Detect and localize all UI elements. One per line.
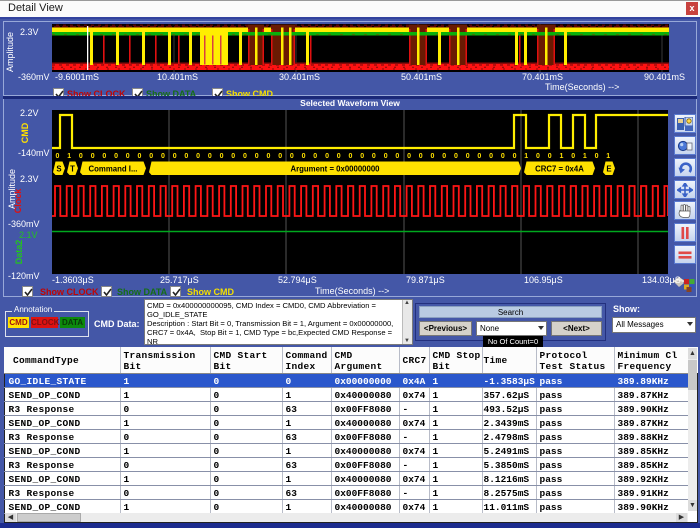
svg-text:0: 0 <box>571 153 575 160</box>
svg-text:0: 0 <box>220 153 224 160</box>
svg-text:0: 0 <box>349 153 353 160</box>
svg-text:0: 0 <box>290 153 294 160</box>
svg-text:0: 0 <box>56 153 60 160</box>
svg-text:0: 0 <box>196 153 200 160</box>
svg-text:CRC7 = 0x4A: CRC7 = 0x4A <box>535 165 584 174</box>
svg-text:0: 0 <box>454 153 458 160</box>
svg-text:0: 0 <box>102 153 106 160</box>
svg-text:0: 0 <box>360 153 364 160</box>
svg-text:1: 1 <box>560 153 564 160</box>
svg-text:Command I...: Command I... <box>89 165 138 174</box>
svg-text:0: 0 <box>466 153 470 160</box>
svg-text:0: 0 <box>126 153 130 160</box>
svg-text:0: 0 <box>325 153 329 160</box>
svg-text:0: 0 <box>407 153 411 160</box>
svg-text:0: 0 <box>536 153 540 160</box>
svg-text:0: 0 <box>489 153 493 160</box>
svg-text:0: 0 <box>161 153 165 160</box>
svg-text:0: 0 <box>91 153 95 160</box>
svg-text:0: 0 <box>501 153 505 160</box>
svg-text:1: 1 <box>524 153 528 160</box>
svg-text:S: S <box>56 165 61 174</box>
svg-text:0: 0 <box>184 153 188 160</box>
svg-text:0: 0 <box>595 153 599 160</box>
svg-text:0: 0 <box>208 153 212 160</box>
svg-text:0: 0 <box>255 153 259 160</box>
svg-text:0: 0 <box>337 153 341 160</box>
svg-text:0: 0 <box>149 153 153 160</box>
svg-text:Argument = 0x00000000: Argument = 0x00000000 <box>290 165 380 174</box>
svg-text:0: 0 <box>395 153 399 160</box>
svg-text:1: 1 <box>606 153 610 160</box>
svg-text:0: 0 <box>513 153 517 160</box>
svg-text:0: 0 <box>173 153 177 160</box>
svg-text:0: 0 <box>79 153 83 160</box>
svg-text:0: 0 <box>372 153 376 160</box>
svg-text:0: 0 <box>384 153 388 160</box>
svg-text:0: 0 <box>419 153 423 160</box>
svg-text:0: 0 <box>278 153 282 160</box>
svg-text:0: 0 <box>442 153 446 160</box>
svg-text:0: 0 <box>313 153 317 160</box>
svg-text:0: 0 <box>267 153 271 160</box>
svg-text:0: 0 <box>477 153 481 160</box>
svg-text:0: 0 <box>431 153 435 160</box>
svg-text:T: T <box>70 165 75 174</box>
svg-text:E: E <box>606 165 611 174</box>
svg-text:0: 0 <box>138 153 142 160</box>
svg-text:0: 0 <box>114 153 118 160</box>
svg-text:0: 0 <box>302 153 306 160</box>
svg-text:0: 0 <box>231 153 235 160</box>
svg-text:0: 0 <box>243 153 247 160</box>
svg-text:1: 1 <box>67 153 71 160</box>
svg-text:1: 1 <box>583 153 587 160</box>
svg-text:0: 0 <box>548 153 552 160</box>
